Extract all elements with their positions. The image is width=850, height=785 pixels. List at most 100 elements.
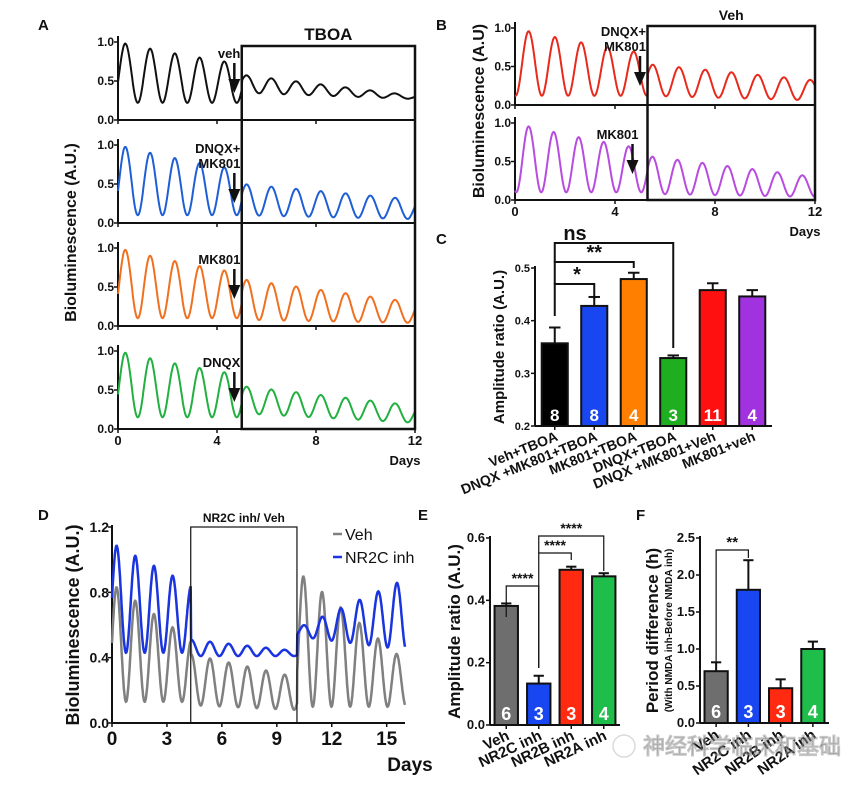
treatment-box-label: Veh bbox=[719, 7, 744, 23]
x-tick-label: 12 bbox=[408, 433, 422, 448]
y-tick-label: 1.0 bbox=[677, 641, 695, 656]
significance-bracket bbox=[553, 261, 635, 284]
arrow-down-icon bbox=[634, 72, 646, 86]
significance-bracket bbox=[538, 552, 572, 668]
y-tick-label: 1.5 bbox=[677, 604, 695, 619]
x-tick-label: 15 bbox=[376, 729, 398, 750]
y-tick-label: 2.0 bbox=[677, 567, 695, 582]
significance-label: * bbox=[573, 264, 581, 286]
annotation-label: DNQX+ bbox=[195, 141, 241, 156]
n-label: 3 bbox=[669, 406, 678, 425]
x-tick-label: 9 bbox=[272, 729, 283, 750]
subplot-mk801: 0.0 0.5 1.0 MK801 bbox=[97, 241, 416, 333]
significance-bracket bbox=[553, 242, 675, 348]
y-axis-sublabel: (With NMDA inh-Before NMDA inh) bbox=[664, 549, 675, 713]
trace-veh bbox=[110, 575, 407, 712]
panel-label-d: D bbox=[38, 507, 49, 524]
x-tick-label: 0 bbox=[107, 729, 118, 750]
significance-label: **** bbox=[512, 570, 534, 586]
y-tick-label: 0.3 bbox=[515, 368, 530, 380]
x-tick-label: 0 bbox=[114, 433, 121, 448]
x-axis-label: Days bbox=[389, 453, 420, 468]
bar-2 bbox=[558, 568, 584, 726]
y-tick-label: 1.0 bbox=[97, 35, 114, 49]
y-tick-label: 0.0 bbox=[494, 98, 511, 112]
significance-label: **** bbox=[560, 520, 582, 536]
arrow-down-icon bbox=[626, 160, 639, 174]
y-tick-label: 0.5 bbox=[677, 678, 695, 693]
x-tick-label: 0 bbox=[511, 204, 518, 219]
n-label: 3 bbox=[566, 704, 576, 724]
arrow-down-icon bbox=[228, 285, 241, 299]
treatment-box bbox=[190, 526, 298, 724]
significance-label: ** bbox=[586, 242, 602, 264]
panel-label-b: B bbox=[436, 17, 447, 34]
y-axis-label: Period difference (h) bbox=[643, 548, 662, 713]
y-tick-label: 0.8 bbox=[90, 584, 110, 600]
bar-4 bbox=[698, 289, 727, 427]
panel-label-a: A bbox=[38, 17, 49, 34]
y-tick-label: 0.5 bbox=[97, 383, 114, 397]
y-tick-label: 0.0 bbox=[494, 193, 511, 207]
y-tick-label: 0.0 bbox=[97, 216, 114, 230]
y-axis-label: Amplitude ratio (A.U.) bbox=[445, 544, 464, 719]
y-tick-label: 0.0 bbox=[97, 113, 114, 127]
y-tick-label: 1.0 bbox=[97, 344, 114, 358]
trace-dnqx-mk801 bbox=[514, 30, 816, 101]
y-tick-label: 0.6 bbox=[467, 530, 485, 545]
y-tick-label: 0.0 bbox=[97, 422, 114, 436]
watermark: 神经科学临床和基础 bbox=[612, 734, 841, 759]
bar-0 bbox=[540, 342, 569, 427]
x-axis-label: Days bbox=[789, 224, 820, 239]
arrow-down-icon bbox=[228, 189, 241, 203]
y-tick-label: 0.0 bbox=[677, 715, 695, 730]
x-tick-label: 12 bbox=[321, 729, 342, 750]
n-label: 4 bbox=[599, 704, 609, 724]
y-tick-label: 0.4 bbox=[90, 650, 110, 666]
arrow-down-icon bbox=[228, 79, 241, 93]
y-tick-label: 0.0 bbox=[467, 717, 485, 732]
annotation-label: MK801 bbox=[198, 156, 240, 171]
significance-bracket bbox=[538, 535, 605, 571]
treatment-box-label: NR2C inh/ Veh bbox=[203, 511, 285, 525]
significance-label: **** bbox=[544, 537, 566, 553]
x-tick-label: 3 bbox=[162, 729, 173, 750]
y-tick-label: 0.5 bbox=[494, 60, 511, 74]
y-axis-label: Bioluminescence (A.U.) bbox=[63, 524, 83, 725]
wechat-icon bbox=[612, 734, 636, 758]
annotation-label: MK801 bbox=[604, 39, 646, 54]
x-tick-label: 6 bbox=[217, 729, 228, 750]
y-tick-label: 0.5 bbox=[97, 74, 114, 88]
arrow-down-icon bbox=[228, 388, 241, 402]
subplot-dnqx: 0.0 0.5 1.0 DNQX bbox=[97, 344, 416, 436]
annotation-label: MK801 bbox=[198, 252, 240, 267]
panel-label-e: E bbox=[418, 507, 428, 524]
significance-label: ns bbox=[563, 223, 586, 245]
y-axis-label: Bioluminescence (A.U.) bbox=[63, 143, 80, 322]
x-tick-label: 4 bbox=[611, 204, 619, 219]
y-tick-label: 0.2 bbox=[515, 421, 530, 433]
y-tick-label: 2.5 bbox=[677, 530, 695, 545]
treatment-box bbox=[240, 44, 417, 431]
bar-3 bbox=[591, 575, 617, 727]
y-axis-label: Bioluminescence (A.U) bbox=[471, 24, 488, 198]
panel-label-c: C bbox=[436, 231, 447, 248]
subplot-mk801: 0.0 0.5 1.0 MK801 bbox=[494, 116, 816, 207]
y-tick-label: 0.5 bbox=[97, 280, 114, 294]
y-axis-label: Amplitude ratio (A.U.) bbox=[491, 270, 508, 424]
treatment-box-label: TBOA bbox=[304, 25, 352, 44]
treatment-box bbox=[646, 24, 817, 202]
panel-d: 0.0 0.4 0.8 1.2 0 3 6 9 12 15 Days NR2C inh/ Veh Veh… bbox=[63, 511, 433, 776]
subplot-veh: 0.0 0.5 1.0 veh bbox=[97, 35, 416, 127]
y-tick-label: 0.0 bbox=[97, 319, 114, 333]
y-tick-label: 1.0 bbox=[494, 21, 511, 35]
annotation-label: MK801 bbox=[597, 127, 639, 142]
significance-bracket bbox=[553, 283, 596, 316]
y-tick-label: 0.4 bbox=[515, 316, 531, 328]
n-label: 8 bbox=[550, 406, 559, 425]
n-label: 3 bbox=[534, 704, 544, 724]
